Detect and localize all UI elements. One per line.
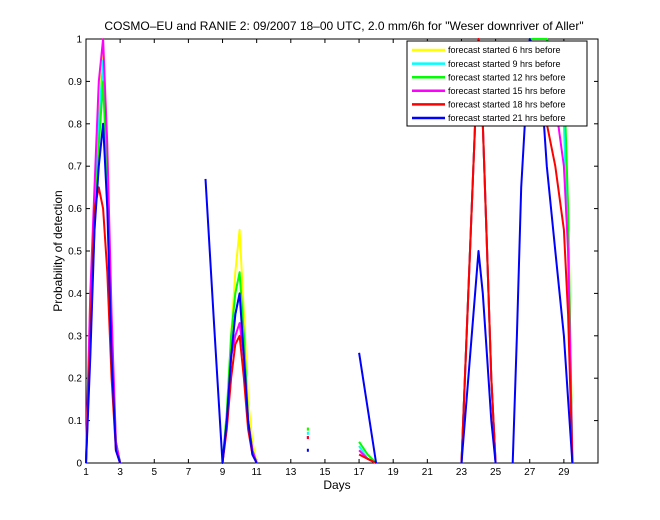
x-tick-label: 9	[220, 467, 226, 478]
x-tick-label: 15	[319, 467, 331, 478]
y-tick-label: 0.6	[68, 204, 82, 215]
x-tick-label: 11	[251, 467, 262, 478]
x-tick-label: 21	[422, 467, 434, 478]
series-line	[204, 178, 258, 464]
legend-box	[406, 40, 588, 127]
legend-entry: forecast started 6 hrs before	[448, 45, 561, 55]
y-tick-label: 0.8	[68, 119, 82, 130]
data-point	[306, 431, 309, 435]
legend-entry: forecast started 9 hrs before	[448, 59, 561, 69]
legend: forecast started 6 hrs before forecast st…	[406, 40, 588, 127]
data-point	[306, 436, 309, 440]
x-tick-label: 5	[151, 467, 157, 478]
series-line	[460, 250, 497, 464]
x-tick-label: 17	[354, 467, 366, 478]
series-line	[358, 441, 377, 464]
chart-title: COSMO–EU and RANIE 2: 09/2007 18–00 UTC,…	[104, 19, 583, 33]
series-line	[85, 122, 122, 464]
x-tick-label: 1	[83, 467, 89, 478]
y-tick-label: 0.5	[68, 247, 82, 258]
y-axis-label: Probability of detection	[51, 190, 65, 311]
y-tick-label: 1	[76, 35, 82, 46]
x-tick-label: 23	[456, 467, 468, 478]
legend-entry: forecast started 12 hrs before	[448, 72, 566, 82]
legend-entry: forecast started 18 hrs before	[448, 100, 566, 110]
y-tick-label: 0.1	[68, 416, 82, 427]
data-point	[306, 427, 309, 431]
series-line	[358, 352, 378, 464]
x-tick-label: 3	[117, 467, 123, 478]
y-tick-label: 0.2	[68, 374, 82, 385]
y-tick-label: 0.3	[68, 331, 82, 342]
x-tick-label: 13	[285, 467, 297, 478]
x-axis-label: Days	[323, 478, 350, 492]
y-tick-label: 0.7	[68, 162, 82, 173]
x-tick-label: 25	[490, 467, 502, 478]
y-tick-label: 0.9	[68, 77, 82, 88]
x-tick-label: 19	[388, 467, 400, 478]
series-line	[358, 453, 377, 464]
legend-entry: forecast started 21 hrs before	[448, 113, 566, 123]
y-tick-label: 0	[76, 459, 82, 470]
x-tick-label: 27	[524, 467, 536, 478]
y-tick-label: 0.4	[68, 289, 82, 300]
legend-entry: forecast started 15 hrs before	[448, 86, 566, 96]
x-tick-label: 29	[558, 467, 570, 478]
x-tick-label: 7	[186, 467, 192, 478]
data-point	[306, 448, 309, 452]
